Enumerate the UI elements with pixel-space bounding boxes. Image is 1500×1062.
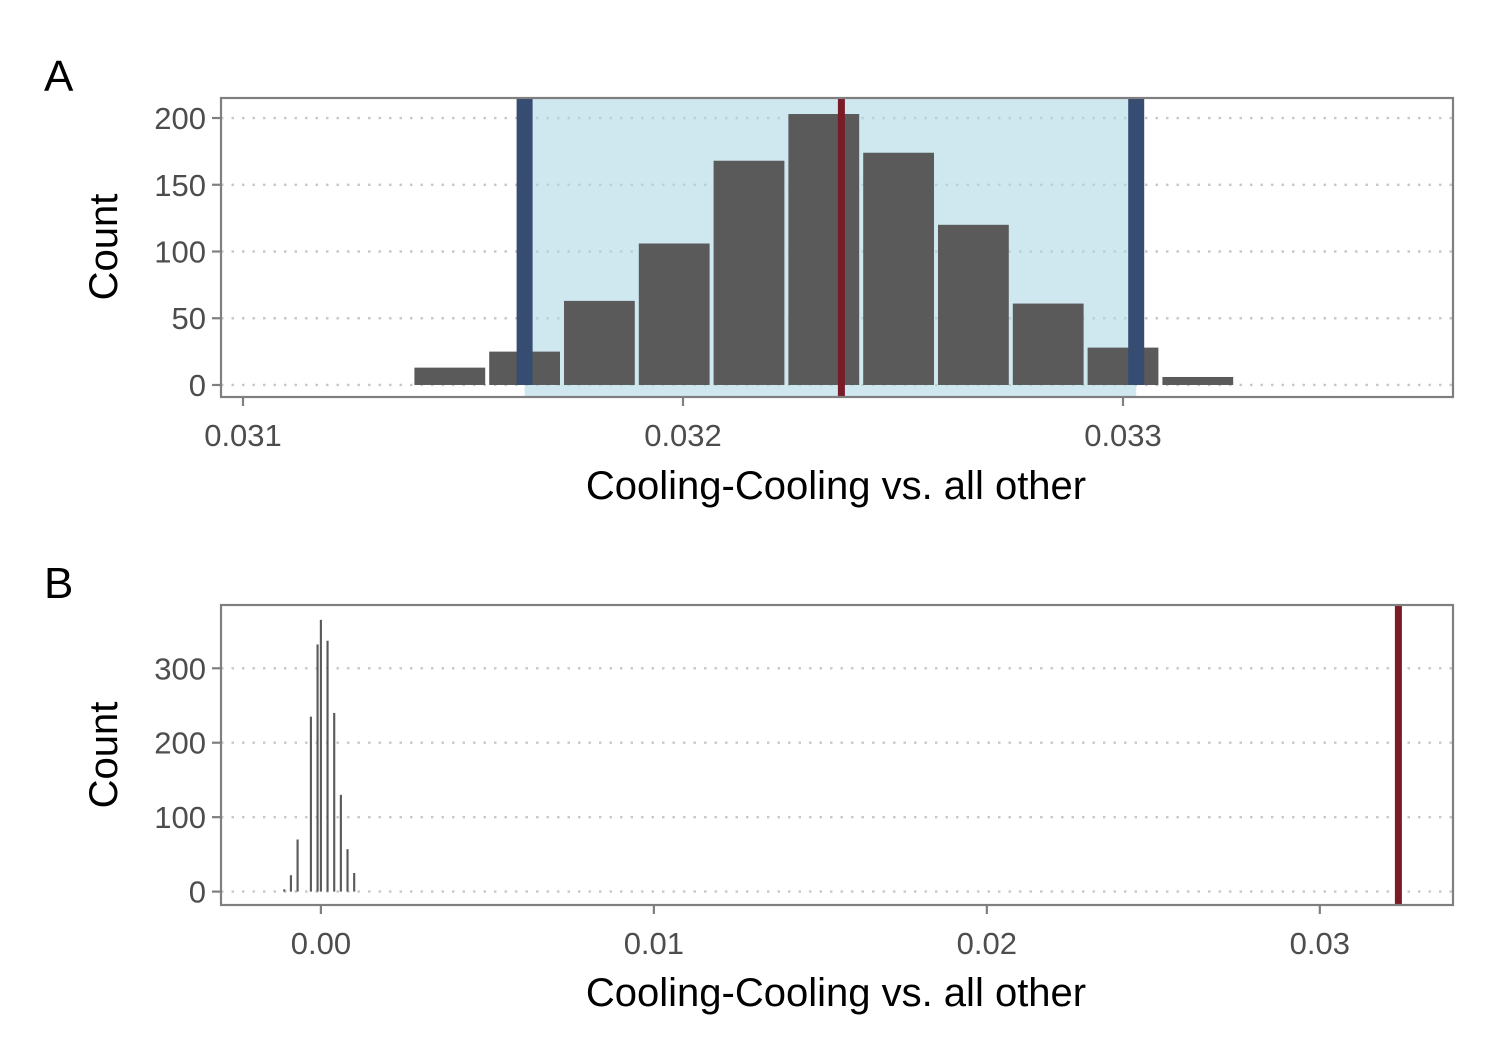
panel-a-x-ticks: 0.031 0.032 0.033 <box>204 397 1162 453</box>
b-bar <box>296 839 299 892</box>
b-x-tick-label: 0.02 <box>957 926 1017 961</box>
a-bar <box>414 367 486 385</box>
b-x-tick-label: 0.00 <box>291 926 351 961</box>
a-bar <box>1087 347 1159 385</box>
panel-a-tag: A <box>44 52 74 101</box>
a-y-tick-label: 150 <box>154 168 206 203</box>
panel-a-y-axis-title: Count <box>82 194 126 301</box>
b-bar <box>339 794 342 892</box>
panel-a: A 0.031 0.032 0.033 0 50 100 150 200 Cooling-C… <box>44 52 1455 508</box>
a-x-tick-label: 0.032 <box>644 418 722 453</box>
a-x-tick-label: 0.031 <box>204 418 282 453</box>
a-y-tick-label: 50 <box>172 301 206 336</box>
panel-b-tag: B <box>44 559 73 608</box>
b-y-tick-label: 100 <box>154 800 206 835</box>
b-bar <box>289 875 292 892</box>
a-bar <box>564 300 635 385</box>
b-y-tick-label: 200 <box>154 726 206 761</box>
b-bar <box>333 712 336 892</box>
b-bar <box>319 619 322 892</box>
panel-b-y-ticks: 0 100 200 300 <box>154 651 221 910</box>
panel-b-minor-grid <box>486 605 1155 905</box>
b-x-tick-label: 0.01 <box>624 926 684 961</box>
a-bar <box>1012 303 1084 385</box>
a-y-tick-label: 0 <box>189 368 206 403</box>
b-y-tick-label: 300 <box>154 651 206 686</box>
panel-b-major-grid <box>221 667 1453 893</box>
b-x-tick-label: 0.03 <box>1290 926 1350 961</box>
a-y-tick-label: 100 <box>154 235 206 270</box>
a-bar <box>713 160 785 385</box>
a-bar <box>788 114 860 385</box>
b-y-tick-label: 0 <box>189 875 206 910</box>
panel-b-border <box>219 603 1455 907</box>
a-bar <box>863 152 934 385</box>
a-bar <box>1162 376 1234 385</box>
b-bar <box>316 644 319 892</box>
panel-b-bars <box>283 619 356 892</box>
b-bar <box>346 849 349 892</box>
panel-a-border <box>219 96 1455 399</box>
a-x-tick-label: 0.033 <box>1084 418 1162 453</box>
b-bar <box>309 716 312 892</box>
panel-a-x-axis-title: Cooling-Cooling vs. all other <box>586 464 1086 508</box>
panel-b: B 0.00 0.01 0.02 0.03 0 100 200 300 Cooling-Co… <box>44 559 1455 1015</box>
panel-b-x-ticks: 0.00 0.01 0.02 0.03 <box>291 905 1350 961</box>
a-bar <box>938 224 1009 385</box>
b-bar <box>283 889 286 892</box>
panel-a-y-ticks: 0 50 100 150 200 <box>154 101 221 403</box>
panel-b-y-axis-title: Count <box>82 702 126 809</box>
a-bar <box>638 243 710 385</box>
b-bar <box>326 640 329 892</box>
b-bar <box>353 872 356 892</box>
panel-b-x-axis-title: Cooling-Cooling vs. all other <box>586 971 1086 1015</box>
panel-a-bars <box>414 114 1234 385</box>
a-y-tick-label: 200 <box>154 101 206 136</box>
